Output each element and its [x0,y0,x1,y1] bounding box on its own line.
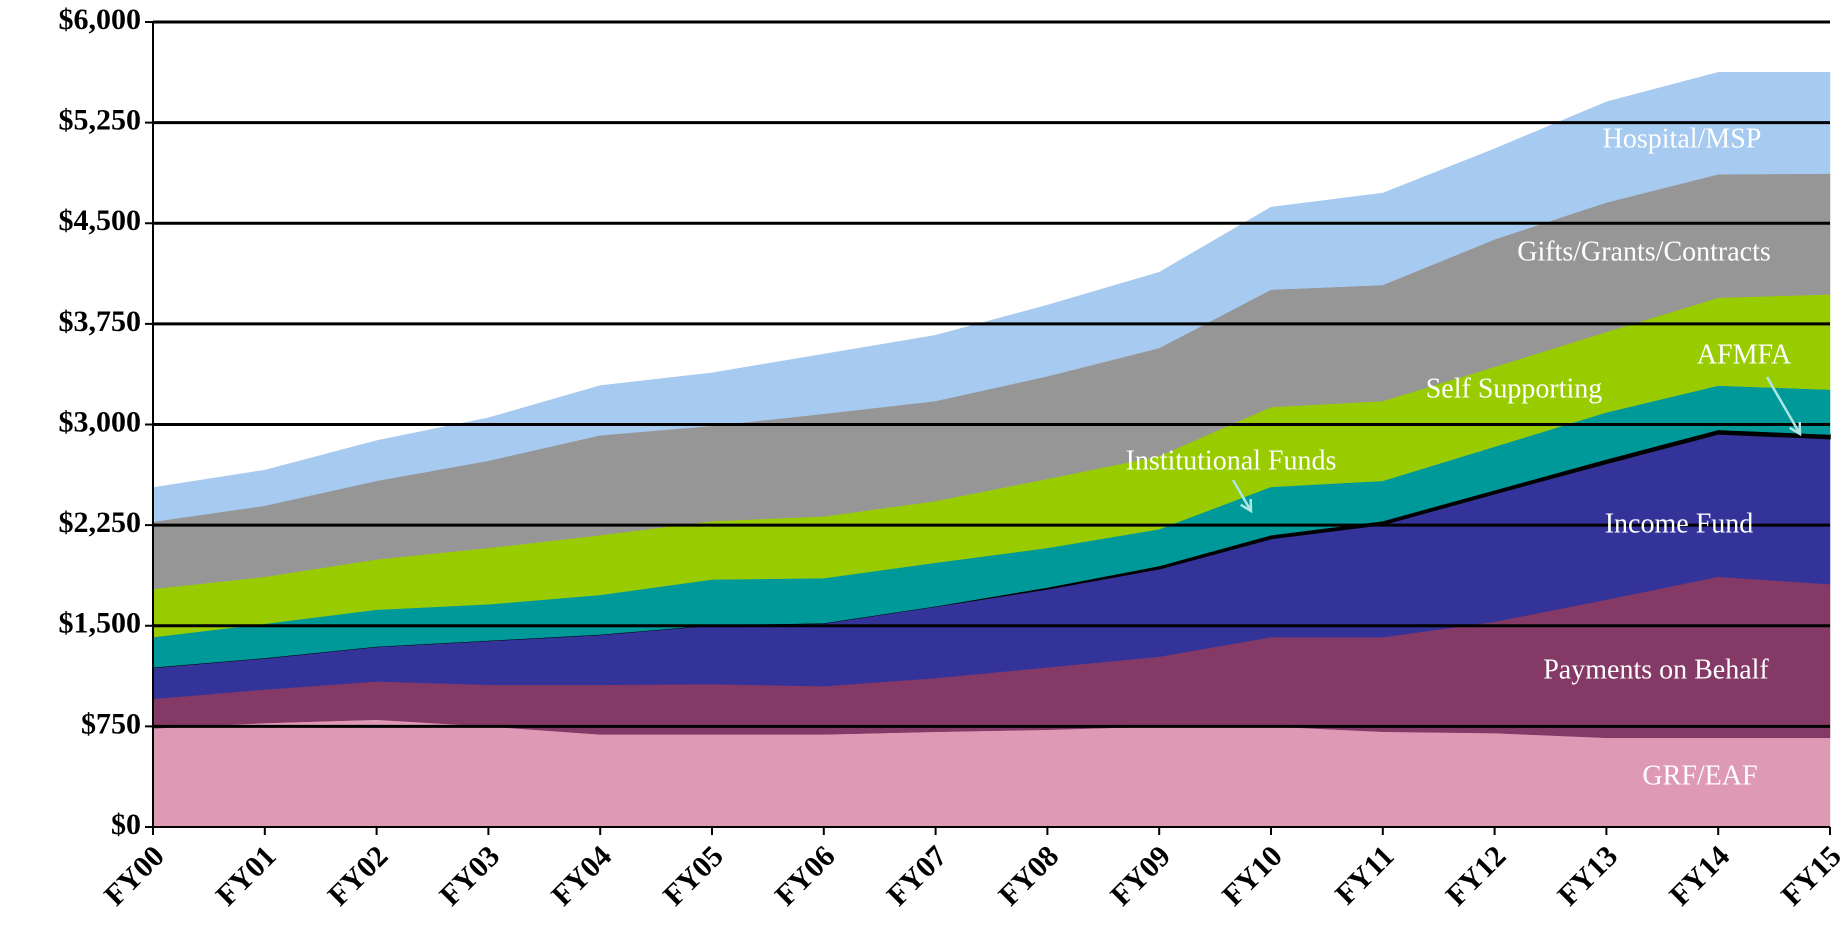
area [152,72,1831,523]
areas [152,72,1831,828]
x-tick-label: FY01 [210,839,283,912]
x-tick-label: FY05 [657,839,730,912]
x-tick-label: FY11 [1329,839,1401,911]
y-tick-label: $0 [111,808,141,841]
y-tick-label: $2,250 [59,506,142,539]
x-tick-label: FY06 [769,839,842,912]
series-label: Payments on Behalf [1543,654,1769,685]
arrow-head [1240,498,1253,514]
y-tick-label: $4,500 [59,204,142,237]
x-tick-label: FY08 [992,839,1065,912]
x-tick-label: FY14 [1663,839,1736,912]
x-tick-label: FY07 [881,839,954,912]
label-arrow [1231,479,1253,512]
series-label: AFMFA [1697,339,1792,370]
y-tick-label: $5,250 [59,104,142,137]
series-label: Hospital/MSP [1603,123,1762,154]
y-tick-label: $750 [81,707,141,740]
y-tick-label: $6,000 [59,3,142,36]
x-tick-label: FY04 [545,839,618,912]
label-arrow [1765,376,1802,435]
y-tick-label: $3,000 [59,405,142,438]
series-label: Income Fund [1605,508,1754,539]
series-label: GRF/EAF [1642,760,1757,791]
x-tick-label: FY00 [98,839,171,912]
series-label: Self Supporting [1426,373,1603,404]
x-tick-label: FY02 [322,839,395,912]
grid [145,20,1831,835]
series-label: Institutional Funds [1126,445,1337,476]
arrow-head [1789,421,1802,437]
x-tick-label: FY15 [1775,839,1841,912]
y-tick-label: $3,750 [59,305,142,338]
x-tick-label: FY10 [1216,839,1289,912]
x-tick-label: FY12 [1440,839,1513,912]
x-tick-label: FY09 [1104,839,1177,912]
x-tick-label: FY13 [1551,839,1624,912]
x-tick-label: FY03 [433,839,506,912]
y-tick-label: $1,500 [59,607,142,640]
series-label: Gifts/Grants/Contracts [1517,236,1771,267]
